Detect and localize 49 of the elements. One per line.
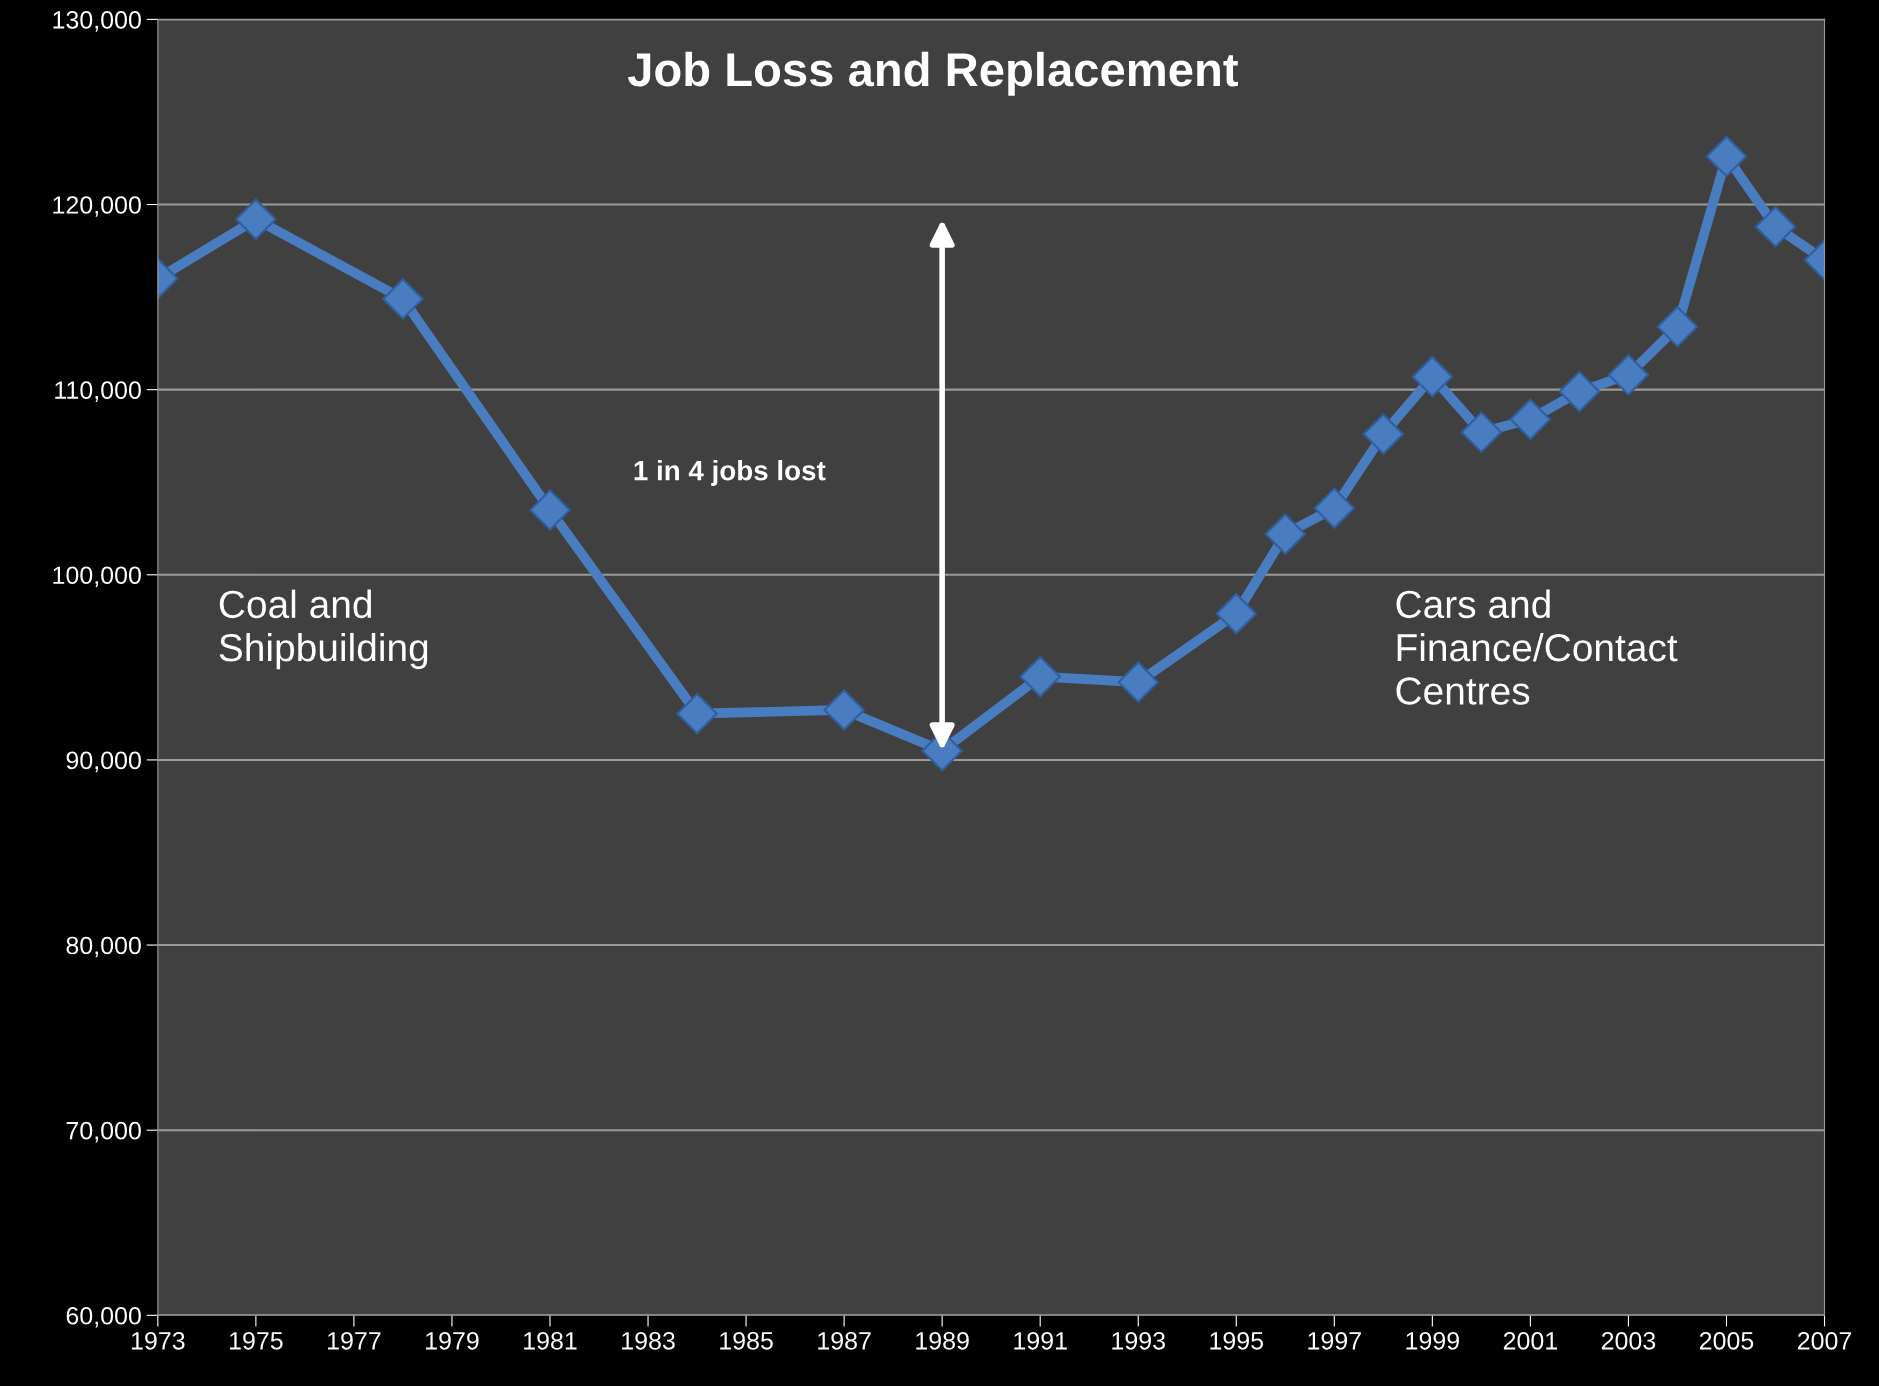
- x-tick-label: 1983: [622, 1331, 675, 1350]
- y-tick-label: 60,000: [66, 1306, 141, 1328]
- point: [1558, 370, 1601, 413]
- point: [1411, 356, 1454, 398]
- y-tick-label: 120,000: [53, 196, 141, 217]
- x-tick-label: 1973: [131, 1331, 185, 1350]
- x-tick-label: 2003: [1601, 1331, 1656, 1350]
- point: [1705, 135, 1748, 178]
- annotation: 1 in 4 jobs lost: [634, 460, 826, 486]
- annotation: Cars and Finance/Contact Centres: [1396, 589, 1678, 705]
- x-tick-label: 1981: [524, 1331, 577, 1350]
- x-tick-label: 2007: [1797, 1331, 1852, 1350]
- x-tick-label: 1977: [328, 1331, 381, 1350]
- point: [1460, 411, 1503, 453]
- x-tick-label: 2001: [1503, 1331, 1557, 1350]
- point: [529, 489, 571, 531]
- x-tick-label: 1993: [1112, 1331, 1165, 1350]
- y-tick-label: 110,000: [55, 381, 141, 402]
- point: [1117, 661, 1159, 703]
- point: [1313, 487, 1355, 529]
- text: Job Loss and Replacement: [627, 51, 1238, 96]
- point: [235, 198, 277, 241]
- y-tick-label: 130,000: [53, 11, 141, 32]
- x-tick-label: 1995: [1210, 1331, 1264, 1350]
- point: [676, 692, 718, 735]
- annotation: Coal and Shipbuilding: [219, 589, 428, 670]
- point: [382, 278, 424, 320]
- x-tick-label: 1989: [916, 1331, 969, 1350]
- point: [1754, 206, 1797, 248]
- x-tick-label: 1997: [1308, 1331, 1361, 1350]
- x-tick-label: 1979: [426, 1331, 479, 1350]
- x-tick-label: 2005: [1699, 1331, 1754, 1350]
- point: [1607, 354, 1650, 396]
- x-tick-label: 1987: [818, 1331, 871, 1350]
- point: [1215, 592, 1257, 635]
- x-tick-label: 1975: [229, 1331, 283, 1350]
- y-tick-label: 80,000: [66, 936, 141, 958]
- x-tick-label: 1991: [1014, 1331, 1067, 1350]
- x-tick-label: 1985: [720, 1331, 773, 1350]
- y-tick-label: 100,000: [53, 566, 141, 588]
- x-tick-label: 1999: [1406, 1331, 1459, 1350]
- point: [1656, 306, 1699, 348]
- point: [1264, 513, 1306, 555]
- y-tick-label: 70,000: [66, 1121, 141, 1143]
- point: [1019, 655, 1061, 698]
- point: [1509, 398, 1552, 440]
- y-tick-label: 90,000: [66, 751, 141, 773]
- point: [823, 689, 865, 731]
- point: [1362, 413, 1405, 455]
